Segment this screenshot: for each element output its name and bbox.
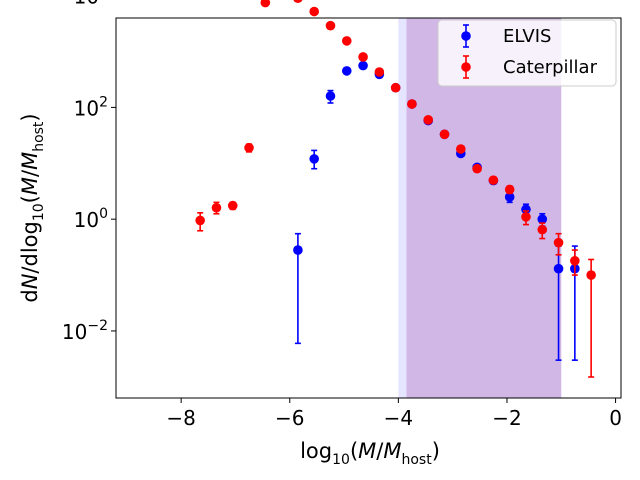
data-point-caterpillar <box>586 270 596 280</box>
data-point-elvis <box>504 192 515 202</box>
x-tick-label: −2 <box>492 406 521 430</box>
data-point-elvis <box>537 214 548 224</box>
data-point-caterpillar <box>488 175 499 185</box>
data-point-caterpillar <box>439 129 450 140</box>
legend-marker-elvis <box>461 31 471 41</box>
y-tick-label: 100 <box>74 206 108 232</box>
y-tick-label: 10−2 <box>62 318 108 344</box>
data-point-elvis <box>358 60 368 71</box>
y-tick-label: 102 <box>74 94 108 120</box>
data-point-caterpillar <box>407 99 417 109</box>
data-point-caterpillar <box>521 212 531 222</box>
data-point-caterpillar <box>374 67 385 77</box>
data-series <box>195 0 596 378</box>
legend-box <box>437 19 617 87</box>
data-point-elvis <box>309 154 319 164</box>
data-point-elvis <box>325 91 336 101</box>
data-point-elvis <box>293 245 303 255</box>
data-point-caterpillar <box>293 0 303 4</box>
data-point-caterpillar <box>195 215 205 226</box>
legend-entry-caterpillar: Caterpillar <box>461 55 598 79</box>
plot-frame <box>115 17 622 399</box>
data-point-caterpillar <box>211 202 222 213</box>
data-point-caterpillar <box>570 255 580 266</box>
x-tick-label: 0 <box>609 406 622 430</box>
y-tick-label: 104 <box>74 0 108 9</box>
data-point-caterpillar <box>358 52 368 62</box>
data-point-caterpillar <box>227 200 238 211</box>
data-point-caterpillar <box>423 115 434 125</box>
y-axis-ticks: 10−2 100 102 104 <box>62 0 116 344</box>
data-point-caterpillar <box>244 142 254 153</box>
legend-marker-caterpillar <box>461 62 471 72</box>
x-tick-label: −4 <box>384 406 413 430</box>
data-point-caterpillar <box>390 82 401 93</box>
data-point-caterpillar <box>504 184 515 195</box>
legend-label-caterpillar: Caterpillar <box>503 57 598 78</box>
data-point-caterpillar <box>260 0 271 8</box>
data-point-caterpillar <box>537 224 548 235</box>
data-point-caterpillar <box>309 6 319 17</box>
data-point-caterpillar <box>456 144 466 154</box>
data-point-caterpillar <box>325 20 336 31</box>
legend: ELVIS Caterpillar <box>437 19 617 87</box>
data-point-caterpillar <box>472 163 482 174</box>
data-point-elvis <box>553 263 564 274</box>
x-axis-label: log10(M/Mhost) <box>300 439 440 468</box>
legend-label-elvis: ELVIS <box>503 26 551 47</box>
data-point-elvis <box>341 66 352 76</box>
x-tick-label: −8 <box>166 406 195 430</box>
data-point-caterpillar <box>341 36 352 46</box>
series-caterpillar <box>195 0 596 378</box>
x-axis-ticks: −8 −6 −4 −2 0 <box>166 398 622 430</box>
data-point-caterpillar <box>553 237 564 248</box>
x-tick-label: −6 <box>275 406 304 430</box>
legend-entry-elvis: ELVIS <box>461 24 551 48</box>
